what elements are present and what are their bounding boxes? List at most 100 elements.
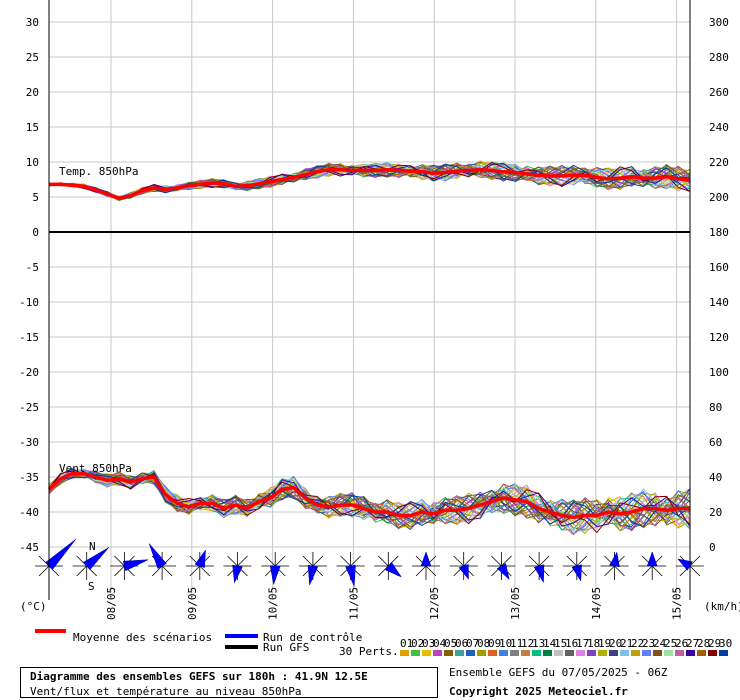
left-tick-label: 30 bbox=[26, 16, 39, 29]
pert-legend-swatch bbox=[565, 650, 574, 656]
wind-arrow-blade bbox=[384, 561, 402, 578]
left-tick-label: 15 bbox=[26, 121, 39, 134]
legend: Moyenne des scénarios Run de contrôle Ru… bbox=[35, 629, 732, 658]
left-tick-label: 10 bbox=[26, 156, 39, 169]
right-tick-label: 60 bbox=[709, 436, 722, 449]
wind-arrow bbox=[412, 551, 440, 580]
wind-arrow bbox=[449, 552, 478, 580]
wind-arrow bbox=[110, 552, 149, 580]
wind-arrow bbox=[562, 552, 591, 582]
pert-legend-label: 24 bbox=[653, 637, 667, 650]
right-tick-label: 200 bbox=[709, 191, 729, 204]
wind-arrow-blade bbox=[194, 549, 206, 569]
wind-arrow bbox=[72, 547, 110, 580]
pert-legend-label: 30 bbox=[719, 637, 732, 650]
pert-legend-label: 21 bbox=[620, 637, 633, 650]
pert-legend-swatch bbox=[576, 650, 585, 656]
pert-legend-swatch bbox=[543, 650, 552, 656]
legend-perts-label: 30 Perts. bbox=[339, 645, 399, 658]
left-tick-label: 0 bbox=[32, 226, 39, 239]
legend-gfs-label: Run GFS bbox=[263, 641, 309, 654]
wind-mean-line bbox=[47, 471, 690, 520]
wind-arrow-blade bbox=[122, 559, 149, 572]
pert-legend-swatch bbox=[587, 650, 596, 656]
pert-legend-swatch bbox=[719, 650, 728, 656]
pert-legend-label: 12 bbox=[521, 637, 534, 650]
right-tick-label: 0 bbox=[709, 541, 716, 554]
wind-arrow-blade bbox=[420, 551, 432, 567]
x-tick-label: 14/05 bbox=[590, 587, 603, 620]
pert-legend-label: 13 bbox=[532, 637, 545, 650]
right-tick-label: 20 bbox=[709, 506, 722, 519]
chart-title: Diagramme des ensembles GEFS sur 180h : … bbox=[30, 670, 368, 683]
pert-legend: 0102030405060708091011121314151617181920… bbox=[400, 637, 732, 656]
pert-legend-swatch bbox=[686, 650, 695, 656]
right-tick-label: 300 bbox=[709, 16, 729, 29]
pert-legend-label: 19 bbox=[598, 637, 611, 650]
pert-legend-swatch bbox=[642, 650, 651, 656]
pert-legend-label: 02 bbox=[411, 637, 424, 650]
x-axis-ticks: 08/05 09/05 10/05 11/05 12/05 13/05 14/05 15/05 bbox=[105, 587, 684, 620]
left-unit-label: (°C) bbox=[20, 600, 47, 613]
right-tick-label: 260 bbox=[709, 86, 729, 99]
compass-s-label: S bbox=[88, 580, 95, 593]
x-tick-label: 08/05 bbox=[105, 587, 118, 620]
wind-arrow-blade bbox=[571, 564, 582, 582]
pert-legend-swatch bbox=[532, 650, 541, 656]
right-unit-label: (km/h) bbox=[704, 600, 740, 613]
left-tick-label: -20 bbox=[19, 366, 39, 379]
pert-legend-swatch bbox=[444, 650, 453, 656]
x-tick-label: 15/05 bbox=[671, 587, 684, 620]
left-tick-label: 25 bbox=[26, 51, 39, 64]
chart-frame bbox=[48, 0, 691, 600]
pert-legend-label: 04 bbox=[433, 637, 447, 650]
pert-legend-label: 25 bbox=[664, 637, 677, 650]
right-tick-label: 160 bbox=[709, 261, 729, 274]
wind-arrow-blade bbox=[232, 564, 243, 584]
wind-arrow bbox=[185, 549, 214, 580]
right-tick-label: 120 bbox=[709, 331, 729, 344]
wind-arrow-blade bbox=[458, 563, 469, 580]
pert-legend-label: 22 bbox=[631, 637, 644, 650]
pert-legend-swatch bbox=[675, 650, 684, 656]
wind-arrow-blade bbox=[496, 563, 510, 581]
right-tick-label: 180 bbox=[709, 226, 729, 239]
pert-legend-swatch bbox=[620, 650, 629, 656]
wind-arrow-blade bbox=[533, 564, 545, 584]
wind-arrow-blade bbox=[646, 551, 658, 567]
left-tick-label: -15 bbox=[19, 331, 39, 344]
pert-legend-swatch bbox=[554, 650, 563, 656]
x-tick-label: 13/05 bbox=[509, 587, 522, 620]
left-tick-label: -35 bbox=[19, 471, 39, 484]
pert-legend-label: 23 bbox=[642, 637, 655, 650]
compass-n-label: N bbox=[89, 540, 96, 553]
wind-arrow-blade bbox=[307, 564, 319, 586]
pert-legend-label: 06 bbox=[455, 637, 468, 650]
pert-legend-swatch bbox=[521, 650, 530, 656]
left-tick-label: 20 bbox=[26, 86, 39, 99]
pert-legend-swatch bbox=[510, 650, 519, 656]
pert-legend-swatch bbox=[422, 650, 431, 656]
chart-grid bbox=[49, 0, 690, 600]
wind-panel-label: Vent 850hPa bbox=[59, 462, 132, 475]
pert-legend-label: 01 bbox=[400, 637, 413, 650]
wind-arrow bbox=[487, 552, 516, 581]
temp-mean-line bbox=[49, 167, 691, 201]
x-tick-label: 12/05 bbox=[428, 587, 441, 620]
pert-legend-swatch bbox=[433, 650, 442, 656]
right-tick-label: 280 bbox=[709, 51, 729, 64]
pert-legend-swatch bbox=[466, 650, 475, 656]
pert-legend-label: 08 bbox=[477, 637, 490, 650]
wind-arrow bbox=[336, 552, 365, 587]
pert-legend-label: 17 bbox=[576, 637, 589, 650]
wind-arrow-blade bbox=[609, 551, 620, 568]
pert-legend-label: 10 bbox=[499, 637, 512, 650]
pert-legend-label: 09 bbox=[488, 637, 501, 650]
temp-member-line bbox=[48, 163, 691, 200]
wind-direction-arrows bbox=[35, 538, 704, 587]
right-tick-label: 80 bbox=[709, 401, 722, 414]
wind-arrow bbox=[638, 551, 667, 580]
pert-legend-swatch bbox=[400, 650, 409, 656]
right-tick-label: 140 bbox=[709, 296, 729, 309]
